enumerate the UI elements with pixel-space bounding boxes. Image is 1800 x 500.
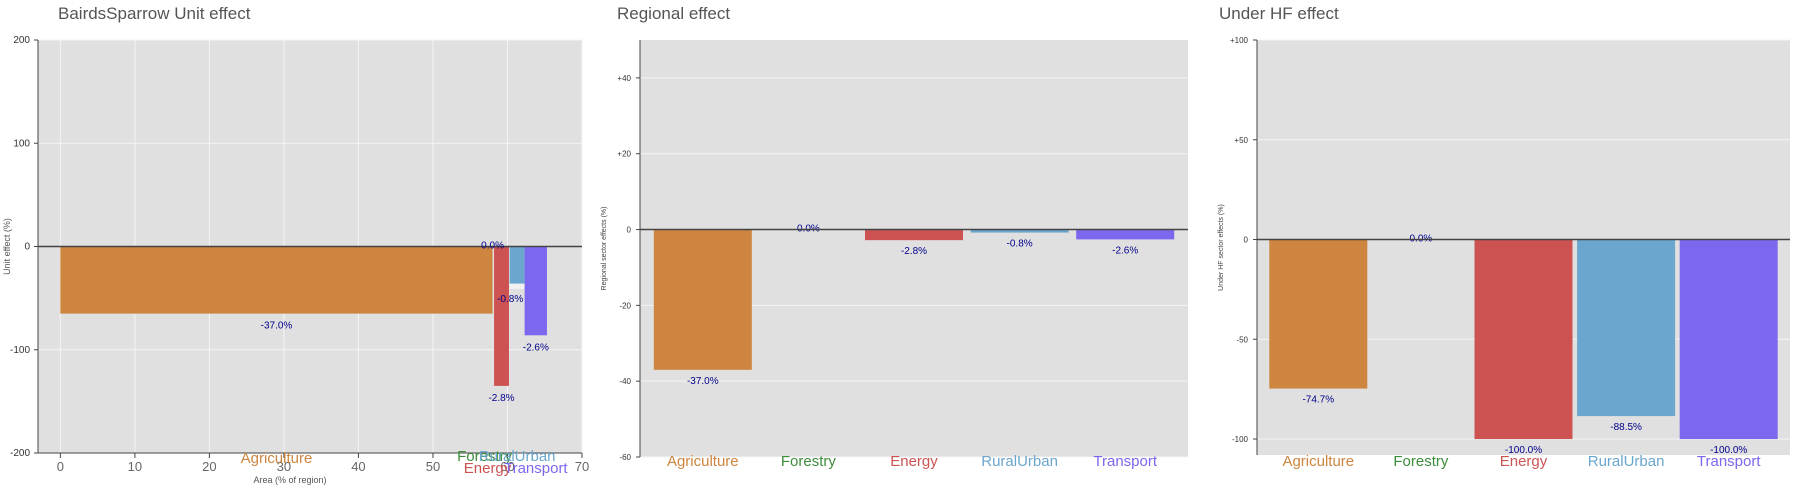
y-tick-label: +50: [1234, 136, 1248, 145]
y-axis-title: Unit effect (%): [2, 218, 12, 275]
bar-energy: [494, 246, 509, 386]
x-tick-label: 0: [57, 459, 64, 474]
data-label: -2.6%: [1112, 245, 1138, 256]
data-label: -37.0%: [261, 321, 293, 332]
data-label: -37.0%: [687, 376, 719, 387]
sector-label-agriculture: Agriculture: [1282, 453, 1354, 470]
data-label: -88.5%: [1610, 422, 1642, 433]
bar-transport: [1076, 229, 1175, 240]
sector-label-agriculture: Agriculture: [667, 453, 739, 470]
data-label: -2.8%: [901, 246, 927, 257]
sector-label-transport: Transport: [1697, 453, 1761, 470]
sector-label-ruralurban: RuralUrban: [1588, 453, 1665, 470]
sector-label-energy: Energy: [890, 453, 938, 470]
data-label: -74.7%: [1302, 395, 1334, 406]
bar-inner-ruralurban: [509, 283, 525, 289]
bar-agriculture: [60, 246, 493, 314]
x-tick-label: 70: [575, 459, 589, 474]
y-axis-title: Under HF sector effects (%): [1218, 204, 1225, 291]
y-tick-label: 0: [24, 242, 30, 253]
y-axis-title: Regional sector effects (%): [601, 207, 608, 291]
data-label: -100.0%: [1710, 445, 1747, 456]
data-label: -0.8%: [1007, 239, 1033, 250]
under-hf-effect-title: Under HF effect: [1219, 4, 1339, 23]
x-tick-label: 60: [500, 459, 514, 474]
sector-label-transport: Transport: [504, 460, 568, 477]
bar-agriculture: [1269, 239, 1368, 389]
x-tick-label: 40: [351, 459, 365, 474]
sector-label-forestry: Forestry: [781, 453, 837, 470]
unit-effect-chart: 0 10 20 30 40 50 60 70 -200 -100 0 100 200 -37.0% 0.0%…: [2, 35, 589, 485]
bar-agriculture: [653, 229, 752, 370]
x-tick-label: 20: [202, 459, 216, 474]
data-label: -0.8%: [497, 294, 523, 305]
unit-effect-title: BairdsSparrow Unit effect: [58, 4, 251, 23]
bar-transport: [524, 246, 547, 336]
sector-label-agriculture: Agriculture: [241, 450, 313, 467]
data-label: -100.0%: [1505, 445, 1542, 456]
x-axis-title: Area (% of region): [253, 475, 326, 485]
y-tick-label: +40: [617, 74, 631, 83]
bar-ruralurban: [509, 246, 525, 284]
sector-label-forestry: Forestry: [1393, 453, 1449, 470]
bar-energy: [865, 229, 963, 241]
y-tick-label: -100: [10, 345, 30, 356]
data-label: -2.6%: [523, 342, 549, 353]
bar-transport: [1679, 239, 1778, 440]
y-tick-label: 0: [1244, 236, 1249, 245]
sector-label-ruralurban: RuralUrban: [981, 453, 1058, 470]
y-tick-label: +20: [617, 150, 631, 159]
x-tick-label: 30: [277, 459, 291, 474]
sector-label-ruralurban: RuralUrban: [479, 448, 556, 465]
y-tick-label: 0: [627, 226, 632, 235]
y-tick-label: -40: [619, 377, 631, 386]
bar-ruralurban: [1577, 239, 1676, 417]
sector-label-energy: Energy: [464, 460, 512, 477]
under-hf-effect-chart: -100-500+50+100-74.7%Agriculture0.0%Fore…: [1218, 36, 1790, 470]
y-tick-label: -100: [1232, 435, 1249, 444]
regional-effect-title: Regional effect: [617, 4, 731, 23]
y-tick-label: -60: [619, 453, 631, 462]
sector-label-transport: Transport: [1093, 453, 1157, 470]
data-label: 0.0%: [481, 241, 504, 252]
sector-label-energy: Energy: [1500, 453, 1548, 470]
y-tick-label: 100: [13, 138, 30, 149]
bar-ruralurban: [970, 229, 1069, 233]
x-tick-label: 50: [426, 459, 440, 474]
y-tick-label: 200: [13, 35, 30, 46]
bar-energy: [1474, 239, 1573, 440]
regional-effect-chart: -60-40-200+20+40-37.0%Agriculture0.0%For…: [601, 40, 1188, 470]
y-tick-label: +100: [1230, 36, 1249, 45]
data-label: -2.8%: [488, 393, 514, 404]
y-tick-label: -200: [10, 448, 30, 459]
y-tick-label: -20: [619, 301, 631, 310]
x-tick-label: 10: [128, 459, 142, 474]
sector-label-forestry: Forestry: [457, 448, 513, 465]
y-tick-label: -50: [1236, 335, 1248, 344]
